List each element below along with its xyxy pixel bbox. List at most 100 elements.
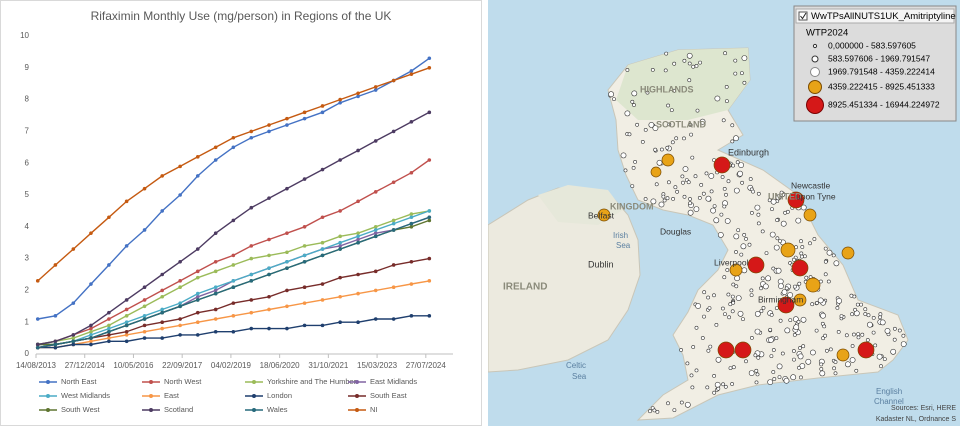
legend-marker [46, 380, 50, 384]
site-small [737, 170, 743, 177]
site-small [620, 152, 627, 159]
site-small [665, 196, 670, 201]
data-point [71, 301, 76, 305]
site-small [737, 310, 744, 317]
data-point [249, 326, 254, 331]
site-small [721, 118, 726, 123]
site-small [819, 367, 824, 371]
data-point [320, 167, 325, 172]
site-orange [836, 348, 850, 362]
site-small [713, 217, 720, 224]
data-point [142, 186, 147, 191]
data-point [178, 259, 182, 264]
data-point [338, 97, 342, 102]
site-small [754, 368, 759, 373]
layer-checkbox[interactable] [798, 11, 808, 21]
site-small [783, 210, 788, 215]
site-small [739, 71, 744, 76]
site-small [706, 348, 711, 353]
data-point [213, 285, 218, 290]
site-small [748, 177, 753, 181]
data-point [89, 329, 93, 334]
data-point [409, 212, 414, 216]
site-small [681, 180, 685, 185]
site-small [860, 332, 865, 337]
site-small [798, 346, 802, 350]
data-point [427, 215, 432, 220]
site-small [780, 220, 787, 227]
data-point [373, 190, 378, 194]
site-small [741, 55, 748, 61]
legend-label: South East [370, 391, 408, 400]
site-small [690, 385, 695, 390]
site-small [836, 297, 842, 304]
site-small [900, 341, 907, 347]
site-small [832, 366, 837, 371]
legend-symbol [806, 96, 824, 114]
data-point [178, 317, 182, 321]
data-point [53, 314, 58, 318]
site-small [714, 381, 721, 388]
data-point [391, 180, 396, 185]
site-small [689, 373, 694, 378]
site-small [702, 314, 706, 319]
data-point [231, 135, 236, 140]
data-point [160, 326, 165, 331]
site-small [751, 189, 755, 194]
data-point [320, 298, 325, 302]
site-small [707, 306, 712, 311]
site-small [826, 249, 833, 256]
site-small [800, 245, 805, 249]
site-small [740, 243, 747, 250]
site-small [777, 375, 782, 380]
site-small [784, 286, 789, 291]
data-point [178, 301, 182, 305]
data-point [178, 333, 182, 337]
site-small [778, 283, 784, 289]
y-tick-label: 7 [25, 127, 30, 136]
site-small [688, 123, 693, 127]
site-red [777, 296, 795, 314]
data-point [178, 193, 182, 197]
attribution: Sources: Esri, HERE [891, 405, 956, 412]
site-small [804, 275, 809, 280]
data-point [71, 342, 76, 347]
legend-marker [149, 380, 153, 384]
site-small [722, 275, 727, 280]
site-small [808, 241, 812, 246]
data-point [302, 244, 307, 248]
site-small [822, 324, 827, 329]
site-small [788, 318, 793, 323]
site-small [730, 139, 735, 144]
y-tick-label: 6 [25, 158, 30, 167]
site-small [792, 332, 797, 337]
legend-class: 1969.791548 - 4359.222414 [828, 66, 935, 76]
site-small [795, 217, 802, 224]
site-orange [780, 242, 796, 258]
site-small [771, 370, 776, 374]
site-small [630, 99, 635, 104]
site-small [726, 292, 731, 297]
site-small [682, 58, 687, 63]
data-point [160, 310, 165, 315]
data-point [427, 66, 432, 70]
site-small [760, 229, 765, 234]
site-small [648, 122, 655, 128]
site-small [654, 182, 659, 187]
legend-symbol [810, 67, 820, 77]
site-small [740, 180, 745, 185]
data-point [356, 234, 360, 239]
site-small [799, 251, 804, 256]
site-small [723, 312, 727, 317]
data-point [373, 88, 378, 92]
site-small [726, 179, 731, 184]
data-point [285, 186, 289, 191]
data-point [213, 329, 218, 334]
site-small [721, 382, 726, 387]
data-point [285, 266, 289, 270]
site-small [770, 207, 774, 212]
site-small [780, 351, 785, 356]
site-small [724, 85, 729, 89]
site-small [890, 348, 897, 355]
layer-row[interactable] [795, 8, 955, 24]
